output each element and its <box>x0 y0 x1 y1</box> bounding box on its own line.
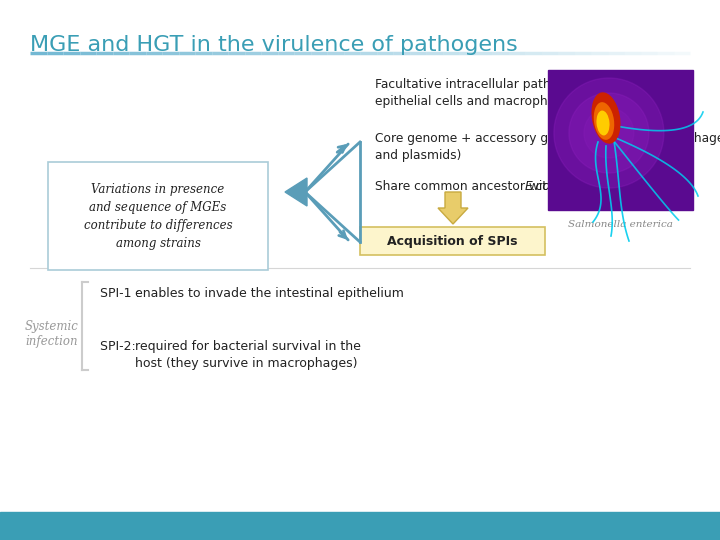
Bar <box>0 512 720 540</box>
FancyBboxPatch shape <box>48 162 268 270</box>
Text: Share common ancestor with: Share common ancestor with <box>375 180 559 193</box>
Text: Salmonella: Salmonella <box>106 166 218 184</box>
Circle shape <box>554 78 664 188</box>
Polygon shape <box>438 192 468 224</box>
Circle shape <box>569 93 649 173</box>
Text: required for bacterial survival in the
host (they survive in macrophages): required for bacterial survival in the h… <box>135 340 361 370</box>
Circle shape <box>584 108 634 158</box>
Polygon shape <box>285 178 307 206</box>
Ellipse shape <box>594 102 614 140</box>
Text: SPI-2:: SPI-2: <box>100 340 140 353</box>
Text: Facultative intracellular pathogen that can invade
epithelial cells and macropha: Facultative intracellular pathogen that … <box>375 78 681 108</box>
Text: Systemic
infection: Systemic infection <box>25 320 79 348</box>
Text: Core genome + accessory genome  (PAIs, bacteriophages
and plasmids): Core genome + accessory genome (PAIs, ba… <box>375 132 720 162</box>
FancyBboxPatch shape <box>360 227 545 255</box>
Text: Variations in presence
and sequence of MGEs
contribute to differences
among stra: Variations in presence and sequence of M… <box>84 183 233 249</box>
Bar <box>548 70 693 210</box>
Text: Salmonella enterica: Salmonella enterica <box>568 220 673 229</box>
Ellipse shape <box>596 111 610 136</box>
Text: MGE and HGT in the virulence of pathogens: MGE and HGT in the virulence of pathogen… <box>30 35 518 55</box>
Text: E.coli: E.coli <box>525 180 557 193</box>
Text: Acquisition of SPIs: Acquisition of SPIs <box>387 234 518 247</box>
Text: enables to invade the intestinal epithelium: enables to invade the intestinal epithel… <box>135 287 404 300</box>
Text: SPI-1 :: SPI-1 : <box>100 287 144 300</box>
Ellipse shape <box>592 92 621 144</box>
